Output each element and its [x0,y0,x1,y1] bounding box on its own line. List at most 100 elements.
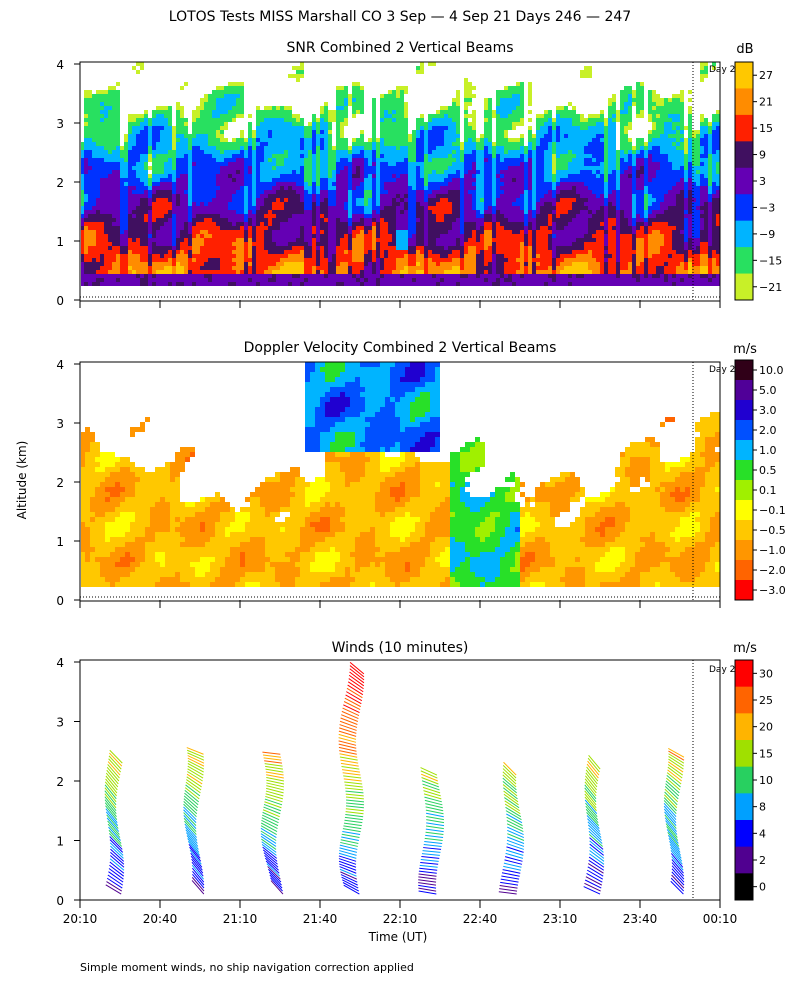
snr-cell [504,190,508,194]
snr-cell [484,282,488,286]
snr-cell [356,86,360,90]
snr-cell [140,178,144,182]
snr-cell [456,130,460,134]
snr-cell [424,210,428,214]
snr-cell [184,198,188,202]
snr-cell [312,274,316,278]
snr-cell [228,254,232,258]
snr-cell [196,198,200,202]
snr-cell [132,130,136,134]
snr-cell [512,190,516,194]
snr-cell [304,282,308,286]
snr-cell [380,198,384,202]
snr-cell [448,158,452,162]
snr-cell [104,110,108,114]
snr-cell [324,146,328,150]
snr-cell [468,266,472,270]
snr-cell [180,234,184,238]
snr-cell [184,234,188,238]
snr-cell [472,162,476,166]
snr-cell [344,194,348,198]
snr-cell [84,266,88,270]
snr-cell [240,190,244,194]
snr-cell [276,282,280,286]
snr-cell [296,146,300,150]
snr-cell [264,262,268,266]
snr-cell [488,142,492,146]
snr-cell [132,238,136,242]
snr-cell [360,182,364,186]
snr-cell [316,214,320,218]
snr-cell [292,238,296,242]
snr-cell [240,242,244,246]
snr-cell [272,246,276,250]
snr-cell [488,122,492,126]
snr-cell [516,94,520,98]
snr-cell [348,182,352,186]
snr-cell [168,146,172,150]
snr-cell [116,166,120,170]
snr-cell [468,182,472,186]
snr-cell [388,230,392,234]
snr-cell [488,162,492,166]
snr-cell [496,118,500,122]
snr-cell [292,190,296,194]
snr-cell [248,174,252,178]
snr-cell [520,198,524,202]
snr-cell [240,230,244,234]
snr-cell [220,206,224,210]
snr-cell [432,282,436,286]
snr-cell [260,250,264,254]
snr-cell [464,190,468,194]
snr-cell [176,230,180,234]
snr-cell [392,254,396,258]
snr-cell [380,254,384,258]
snr-cell [456,158,460,162]
snr-cell [284,174,288,178]
snr-cell [164,174,168,178]
snr-cell [280,238,284,242]
snr-cell [324,110,328,114]
snr-cell [392,258,396,262]
snr-cell [364,202,368,206]
snr-cell [104,198,108,202]
snr-cell [464,94,468,98]
snr-cell [84,210,88,214]
snr-cell [508,110,512,114]
snr-cell [516,90,520,94]
snr-cell [512,186,516,190]
snr-cell [260,110,264,114]
snr-cell [180,138,184,142]
snr-cell [232,254,236,258]
snr-cell [100,118,104,122]
snr-cell [404,266,408,270]
snr-cell [376,270,380,274]
snr-cell [136,146,140,150]
snr-cell [428,194,432,198]
snr-cell [304,174,308,178]
snr-cell [252,182,256,186]
snr-cell [456,258,460,262]
snr-cell [352,158,356,162]
snr-cell [476,226,480,230]
snr-cell [140,146,144,150]
snr-cell [224,234,228,238]
snr-cell [144,138,148,142]
snr-cell [108,126,112,130]
snr-cell [272,270,276,274]
snr-cell [240,214,244,218]
snr-cell [100,94,104,98]
snr-cell [328,210,332,214]
snr-cell [124,234,128,238]
snr-cell [220,130,224,134]
snr-cell [356,230,360,234]
snr-cell [276,182,280,186]
snr-cell [252,254,256,258]
snr-cell [336,174,340,178]
snr-cell [216,114,220,118]
snr-cell [188,162,192,166]
snr-cell [140,270,144,274]
snr-cell [492,190,496,194]
snr-cell [264,190,268,194]
